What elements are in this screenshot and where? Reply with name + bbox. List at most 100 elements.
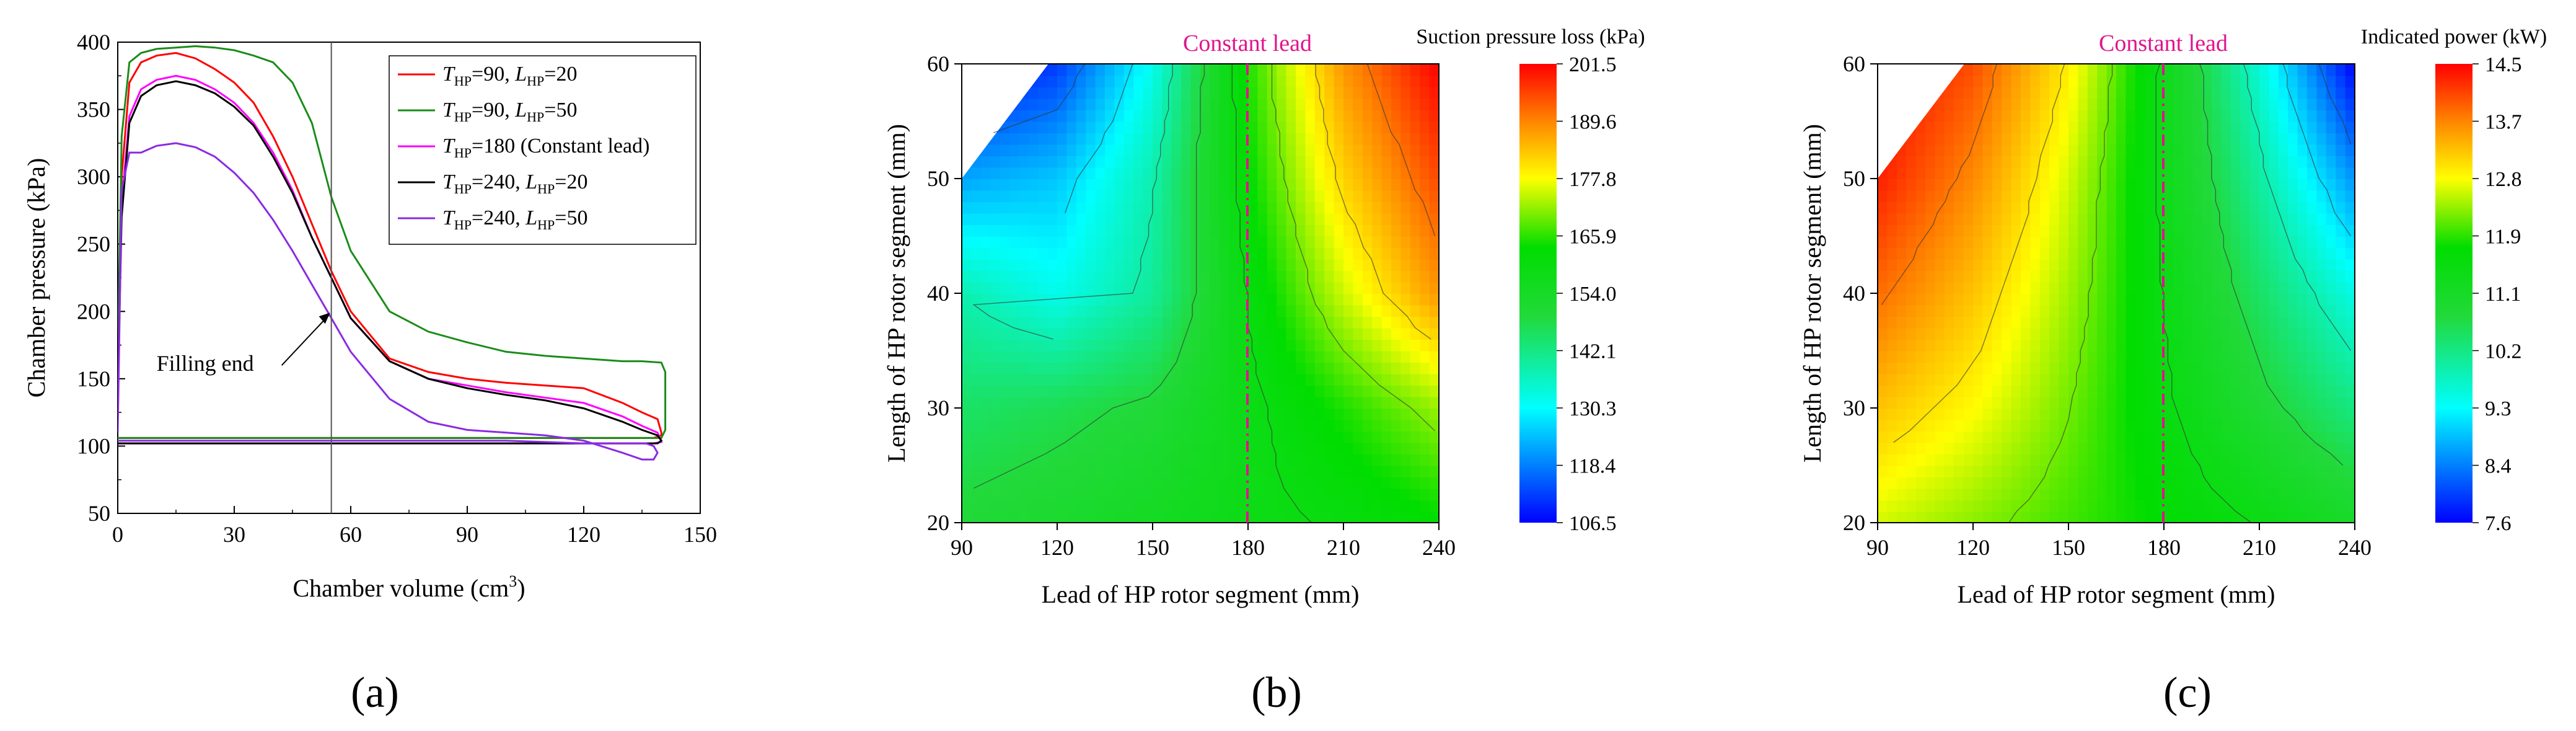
- heatmap-cell: [2135, 259, 2146, 271]
- heatmap-cell: [1171, 327, 1182, 340]
- heatmap-cell: [2049, 270, 2060, 283]
- heatmap-cell: [2097, 133, 2108, 145]
- heatmap-cell: [1391, 465, 1402, 477]
- heatmap-cell: [2326, 419, 2337, 432]
- heatmap-cell: [1343, 236, 1354, 248]
- heatmap-cell: [1200, 350, 1211, 363]
- heatmap-cell: [1200, 362, 1211, 374]
- heatmap-cell: [1153, 488, 1163, 500]
- heatmap-cell: [1047, 190, 1058, 202]
- heatmap-cell: [2278, 236, 2289, 248]
- heatmap-cell: [2288, 293, 2298, 306]
- heatmap-cell: [1420, 477, 1430, 489]
- heatmap-cell: [1334, 465, 1344, 477]
- heatmap-cell: [1353, 179, 1363, 191]
- heatmap-cell: [2336, 396, 2346, 409]
- heatmap-cell: [1114, 431, 1125, 443]
- heatmap-cell: [1429, 339, 1439, 352]
- heatmap-cell: [1143, 350, 1153, 363]
- heatmap-cell: [1277, 270, 1287, 283]
- y-tick-label: 20: [1843, 510, 1865, 535]
- heatmap-cell: [1915, 133, 1926, 145]
- heatmap-cell: [1133, 259, 1144, 271]
- heatmap-cell: [2336, 465, 2346, 477]
- heatmap-cell: [1896, 488, 1907, 500]
- heatmap-cell: [1906, 431, 1917, 443]
- heatmap-cell: [2049, 385, 2060, 397]
- heatmap-cell: [2316, 156, 2327, 168]
- heatmap-cell: [1114, 488, 1125, 500]
- heatmap-cell: [990, 362, 1001, 374]
- heatmap-cell: [1190, 133, 1201, 145]
- heatmap-cell: [2259, 121, 2270, 133]
- heatmap-cell: [2202, 167, 2212, 179]
- heatmap-cell: [1047, 236, 1058, 248]
- heatmap-cell: [2145, 442, 2155, 454]
- heatmap-cell: [2278, 179, 2289, 191]
- heatmap-cell: [2297, 98, 2308, 110]
- heatmap-cell: [2116, 64, 2127, 76]
- heatmap-cell: [2345, 316, 2355, 329]
- heatmap-cell: [2249, 293, 2260, 306]
- heatmap-cell: [1076, 236, 1087, 248]
- heatmap-cell: [2049, 224, 2060, 237]
- heatmap-cell: [2164, 179, 2174, 191]
- heatmap-cell: [1105, 179, 1115, 191]
- heatmap-cell: [1086, 454, 1096, 466]
- heatmap-cell: [1362, 259, 1373, 271]
- heatmap-cell: [2039, 213, 2051, 225]
- heatmap-cell: [1963, 373, 1974, 386]
- heatmap-cell: [1982, 270, 1993, 283]
- heatmap-cell: [1114, 465, 1125, 477]
- heatmap-cell: [1429, 362, 1439, 374]
- heatmap-cell: [2116, 385, 2127, 397]
- heatmap-cell: [1009, 316, 1020, 329]
- heatmap-cell: [2021, 213, 2031, 225]
- heatmap-cell: [1896, 419, 1907, 432]
- heatmap-cell: [1391, 293, 1402, 306]
- heatmap-cell: [1171, 488, 1182, 500]
- heatmap-cell: [1277, 350, 1287, 363]
- heatmap-cell: [1181, 396, 1192, 409]
- heatmap-cell: [1210, 190, 1220, 202]
- heatmap-cell: [1267, 419, 1278, 432]
- heatmap-cell: [2097, 408, 2108, 420]
- heatmap-cell: [1076, 75, 1087, 87]
- heatmap-cell: [2278, 316, 2289, 329]
- heatmap-cell: [2269, 110, 2279, 122]
- heatmap-cell: [1066, 442, 1077, 454]
- heatmap-cell: [1210, 236, 1220, 248]
- heatmap-cell: [1286, 408, 1296, 420]
- heatmap-cell: [1238, 259, 1249, 271]
- heatmap-cell: [2116, 373, 2127, 386]
- heatmap-cell: [2030, 500, 2041, 512]
- heatmap-cell: [1420, 488, 1430, 500]
- heatmap-cell: [980, 236, 991, 248]
- heatmap-cell: [1896, 511, 1907, 523]
- heatmap-cell: [2002, 293, 2012, 306]
- heatmap-cell: [980, 156, 991, 168]
- heatmap-cell: [1410, 511, 1421, 523]
- heatmap-cell: [1219, 110, 1230, 122]
- heatmap-cell: [2259, 293, 2270, 306]
- heatmap-cell: [1171, 167, 1182, 179]
- heatmap-cell: [2240, 339, 2251, 352]
- heatmap-cell: [971, 202, 982, 214]
- heatmap-cell: [2183, 64, 2194, 76]
- heatmap-cell: [971, 419, 982, 432]
- heatmap-cell: [2011, 167, 2021, 179]
- heatmap-cell: [1181, 64, 1192, 76]
- heatmap-cell: [2345, 110, 2355, 122]
- heatmap-cell: [1420, 247, 1430, 260]
- heatmap-cell: [2039, 419, 2051, 432]
- heatmap-cell: [2316, 224, 2327, 237]
- heatmap-cell: [1343, 167, 1354, 179]
- heatmap-cell: [1906, 385, 1917, 397]
- heatmap-cell: [1219, 98, 1230, 110]
- heatmap-cell: [2259, 339, 2270, 352]
- heatmap-cell: [1334, 247, 1344, 260]
- heatmap-cell: [2336, 64, 2346, 76]
- heatmap-cell: [1219, 477, 1230, 489]
- heatmap-cell: [1334, 87, 1344, 99]
- heatmap-cell: [1944, 281, 1955, 294]
